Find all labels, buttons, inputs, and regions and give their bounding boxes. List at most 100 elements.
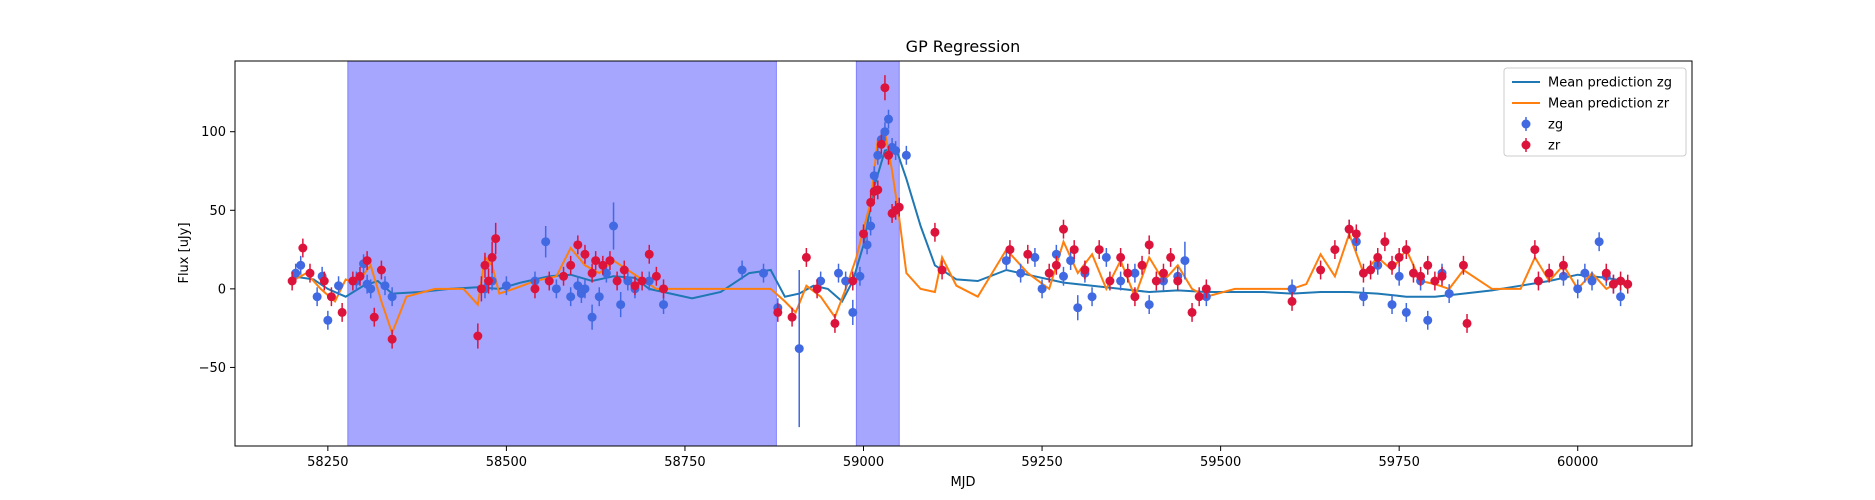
zr-point	[1051, 260, 1061, 270]
zg-point	[841, 276, 851, 286]
zr-point	[305, 268, 315, 278]
zr-point	[298, 243, 308, 253]
zr-point	[326, 292, 336, 302]
zr-point	[1462, 318, 1472, 328]
zr-point	[1558, 260, 1568, 270]
zr-point	[619, 265, 629, 275]
zg-point	[580, 284, 590, 294]
zr-point	[1201, 284, 1211, 294]
zr-point	[830, 318, 840, 328]
zr-point	[1058, 224, 1068, 234]
zg-point	[1037, 284, 1047, 294]
zr-point	[1166, 252, 1176, 262]
legend: Mean prediction zg Mean prediction zr zg zr	[1503, 67, 1687, 157]
zr-point	[812, 284, 822, 294]
zr-point	[605, 256, 615, 266]
zr-point	[1351, 229, 1361, 239]
zg-point	[737, 265, 747, 275]
zg-point	[334, 281, 344, 291]
zg-point	[1616, 292, 1626, 302]
zr-point	[337, 307, 347, 317]
zr-point	[1105, 276, 1115, 286]
zg-point	[616, 300, 626, 310]
zr-point	[930, 227, 940, 237]
zg-point	[1573, 284, 1583, 294]
zg-point	[366, 284, 376, 294]
zg-point	[1580, 268, 1590, 278]
zr-point	[1187, 307, 1197, 317]
zr-point	[1394, 252, 1404, 262]
zg-point	[1401, 307, 1411, 317]
zr-point	[1544, 268, 1554, 278]
x-tick-label: 58750	[664, 455, 705, 470]
zg-point	[884, 114, 894, 124]
zr-point	[1123, 268, 1133, 278]
zg-point	[594, 292, 604, 302]
y-tick-label: 100	[201, 125, 226, 140]
zr-point	[630, 281, 640, 291]
zg-point	[566, 292, 576, 302]
zr-point	[884, 150, 894, 160]
zg-point	[623, 276, 633, 286]
zg-point	[644, 276, 654, 286]
zr-point	[1366, 265, 1376, 275]
zg-point	[1423, 315, 1433, 325]
zr-point	[1608, 279, 1618, 289]
zr-point	[1416, 271, 1426, 281]
zr-point	[1144, 240, 1154, 250]
zg-point	[551, 284, 561, 294]
zr-point	[1023, 249, 1033, 259]
x-axis-label: MJD	[950, 475, 975, 490]
zg-point	[848, 307, 858, 317]
zr-point	[866, 197, 876, 207]
zr-point	[1387, 260, 1397, 270]
zg-point	[501, 281, 511, 291]
zr-point	[1094, 245, 1104, 255]
zr-point	[1623, 279, 1633, 289]
zg-point	[573, 281, 583, 291]
legend-entry: Mean prediction zg	[1548, 76, 1672, 91]
zr-point	[1005, 245, 1015, 255]
zg-point	[1101, 252, 1111, 262]
zr-point	[484, 276, 494, 286]
zg-point	[816, 276, 826, 286]
y-axis-label: Flux [uJy]	[177, 222, 192, 283]
zr-point	[362, 256, 372, 266]
zr-point	[376, 265, 386, 275]
zg-point	[312, 292, 322, 302]
zg-point	[1116, 276, 1126, 286]
zr-point	[1044, 268, 1054, 278]
legend-entry: zg	[1548, 118, 1563, 133]
zr-point	[1137, 260, 1147, 270]
x-tick-label: 59000	[843, 455, 884, 470]
axes-frame	[234, 60, 1693, 447]
shaded-region-1	[855, 60, 900, 447]
legend-swatch-point	[1521, 119, 1531, 129]
zr-point	[355, 271, 365, 281]
zr-point	[480, 260, 490, 270]
zg-point	[862, 240, 872, 250]
zr-point	[1458, 260, 1468, 270]
x-tick-label: 58250	[307, 455, 348, 470]
zr-point	[566, 260, 576, 270]
zg-point	[609, 221, 619, 231]
zg-point	[291, 268, 301, 278]
zg-point	[296, 260, 306, 270]
zg-point	[1030, 252, 1040, 262]
zr-point	[880, 83, 890, 93]
zg-point	[866, 221, 876, 231]
zg-point	[1358, 292, 1368, 302]
zr-point	[473, 331, 483, 341]
x-tick-label: 59250	[1021, 455, 1062, 470]
zr-point	[1151, 276, 1161, 286]
zg-point	[1558, 271, 1568, 281]
zr-point	[1373, 252, 1383, 262]
zr-point	[1616, 276, 1626, 286]
zr-point	[1408, 268, 1418, 278]
zr-point	[937, 265, 947, 275]
zg-point	[1001, 256, 1011, 266]
legend-box	[1503, 67, 1687, 157]
zg-point	[601, 268, 611, 278]
zr-point	[573, 240, 583, 250]
zr-point	[587, 268, 597, 278]
